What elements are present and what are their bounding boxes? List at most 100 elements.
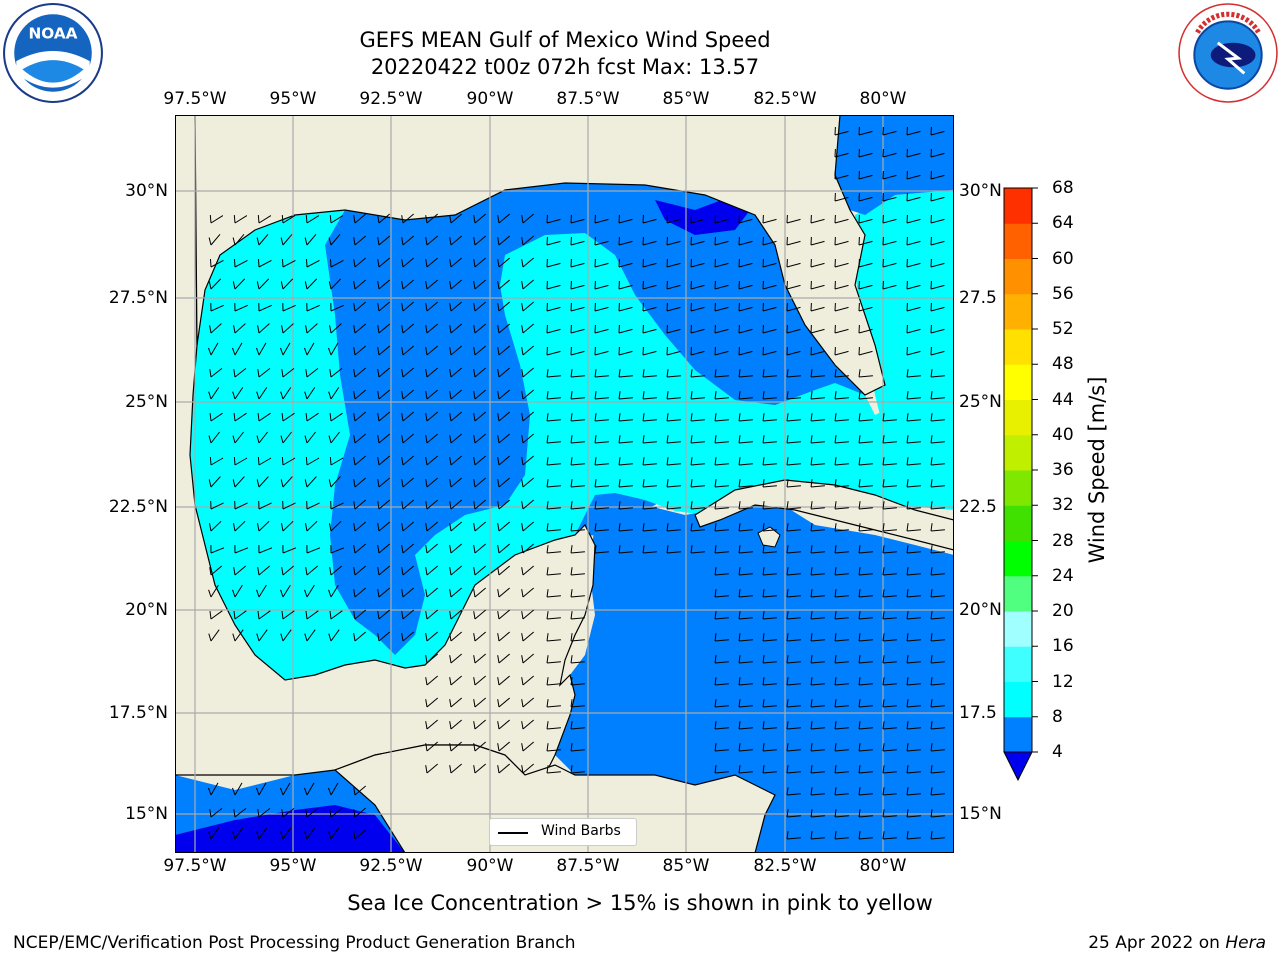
wind-barb (786, 413, 801, 422)
wind-barb (521, 763, 535, 774)
wind-barb (209, 368, 223, 378)
wind-barb (497, 323, 511, 334)
wind-barb (401, 521, 415, 532)
lon-tick-label: 92.5°W (359, 856, 423, 876)
wind-barb (425, 235, 439, 246)
wind-barb (570, 699, 585, 708)
wind-barb (618, 369, 633, 378)
wind-barb (666, 324, 681, 334)
wind-barb (930, 589, 945, 598)
wind-barb (762, 633, 777, 642)
colorbar-tick-label: 40 (1052, 424, 1074, 445)
wind-barb (330, 500, 344, 510)
wind-barb (280, 278, 294, 290)
wind-barb (882, 280, 897, 290)
wind-barb (232, 476, 245, 488)
wind-barb (353, 279, 367, 290)
wind-barb (906, 787, 921, 796)
wind-barb (570, 214, 585, 224)
wind-barb (233, 215, 248, 224)
wind-barb (882, 192, 897, 202)
wind-barb (834, 567, 849, 576)
wind-barb (258, 500, 272, 510)
wind-barb (906, 126, 921, 136)
wind-barb (786, 787, 801, 796)
wind-barb (209, 520, 222, 532)
wind-barb (570, 346, 585, 356)
wind-barb (449, 235, 463, 246)
wind-barbs (208, 126, 945, 840)
wind-barb (714, 501, 729, 510)
wind-barb (762, 501, 777, 510)
wind-barb (786, 280, 801, 290)
wind-barb (810, 346, 825, 356)
wind-barb (714, 721, 729, 730)
wind-barb (834, 346, 849, 356)
wind-barb (401, 213, 415, 224)
wind-barb (521, 455, 535, 466)
wind-barb (570, 567, 585, 576)
wind-barb (282, 258, 296, 268)
wind-barb (353, 631, 367, 642)
wind-barb (834, 479, 849, 488)
wind-barb (304, 476, 317, 488)
wind-barb (738, 369, 753, 378)
wind-barb (425, 587, 439, 598)
wind-barb (280, 233, 293, 246)
wind-barb (521, 499, 535, 510)
colorbar-tick-label: 12 (1052, 671, 1074, 692)
wind-barb (762, 214, 777, 224)
wind-barb (882, 236, 897, 246)
wind-barb (882, 126, 897, 136)
wind-barb (738, 391, 753, 400)
wind-barb (353, 345, 367, 356)
wind-barb (232, 342, 243, 356)
wind-barb (353, 587, 367, 598)
wind-barb (521, 301, 535, 312)
wind-barb (257, 565, 271, 576)
wind-barb (930, 765, 945, 774)
wind-barb (497, 389, 511, 400)
wind-barb (497, 609, 511, 620)
wind-barb (521, 587, 535, 598)
colorbar-segment (1004, 293, 1032, 330)
wind-barb (690, 523, 705, 532)
wind-barb (546, 743, 561, 752)
wind-barb (521, 631, 535, 642)
sea-ice-note: Sea Ice Concentration > 15% is shown in … (347, 891, 933, 915)
wind-barb (546, 545, 561, 554)
wind-barb (473, 653, 487, 664)
wind-barb (906, 523, 921, 532)
wind-barb (546, 258, 561, 268)
wind-barb (930, 743, 945, 752)
wind-barb (834, 501, 849, 510)
wind-barb (906, 148, 921, 158)
wind-barb (738, 302, 753, 312)
wind-barb (858, 787, 873, 796)
land-central-america (333, 744, 776, 853)
wind-barb (546, 324, 561, 334)
wind-barb (906, 765, 921, 774)
wind-barb (858, 280, 873, 290)
wind-barb (762, 346, 777, 356)
wind-barb (594, 435, 609, 444)
wind-barb (858, 324, 873, 334)
wind-barb (256, 782, 267, 796)
wind-barb (714, 567, 729, 576)
wind-barb (401, 565, 415, 576)
wind-barb (810, 280, 825, 290)
wind-barb (281, 412, 295, 422)
wind-barb (762, 589, 777, 598)
wind-barb (209, 323, 222, 334)
wind-barb (858, 809, 873, 818)
wind-barb (786, 611, 801, 620)
wind-barb (882, 479, 897, 488)
wind-barb (858, 743, 873, 752)
map-title: GEFS MEAN Gulf of Mexico Wind Speed (359, 28, 771, 52)
wind-barb (882, 523, 897, 532)
wind-barb (930, 214, 945, 224)
wind-barb (786, 523, 801, 532)
wind-barb (546, 236, 561, 246)
wind-barb (353, 829, 367, 840)
wind-barb (834, 258, 849, 268)
